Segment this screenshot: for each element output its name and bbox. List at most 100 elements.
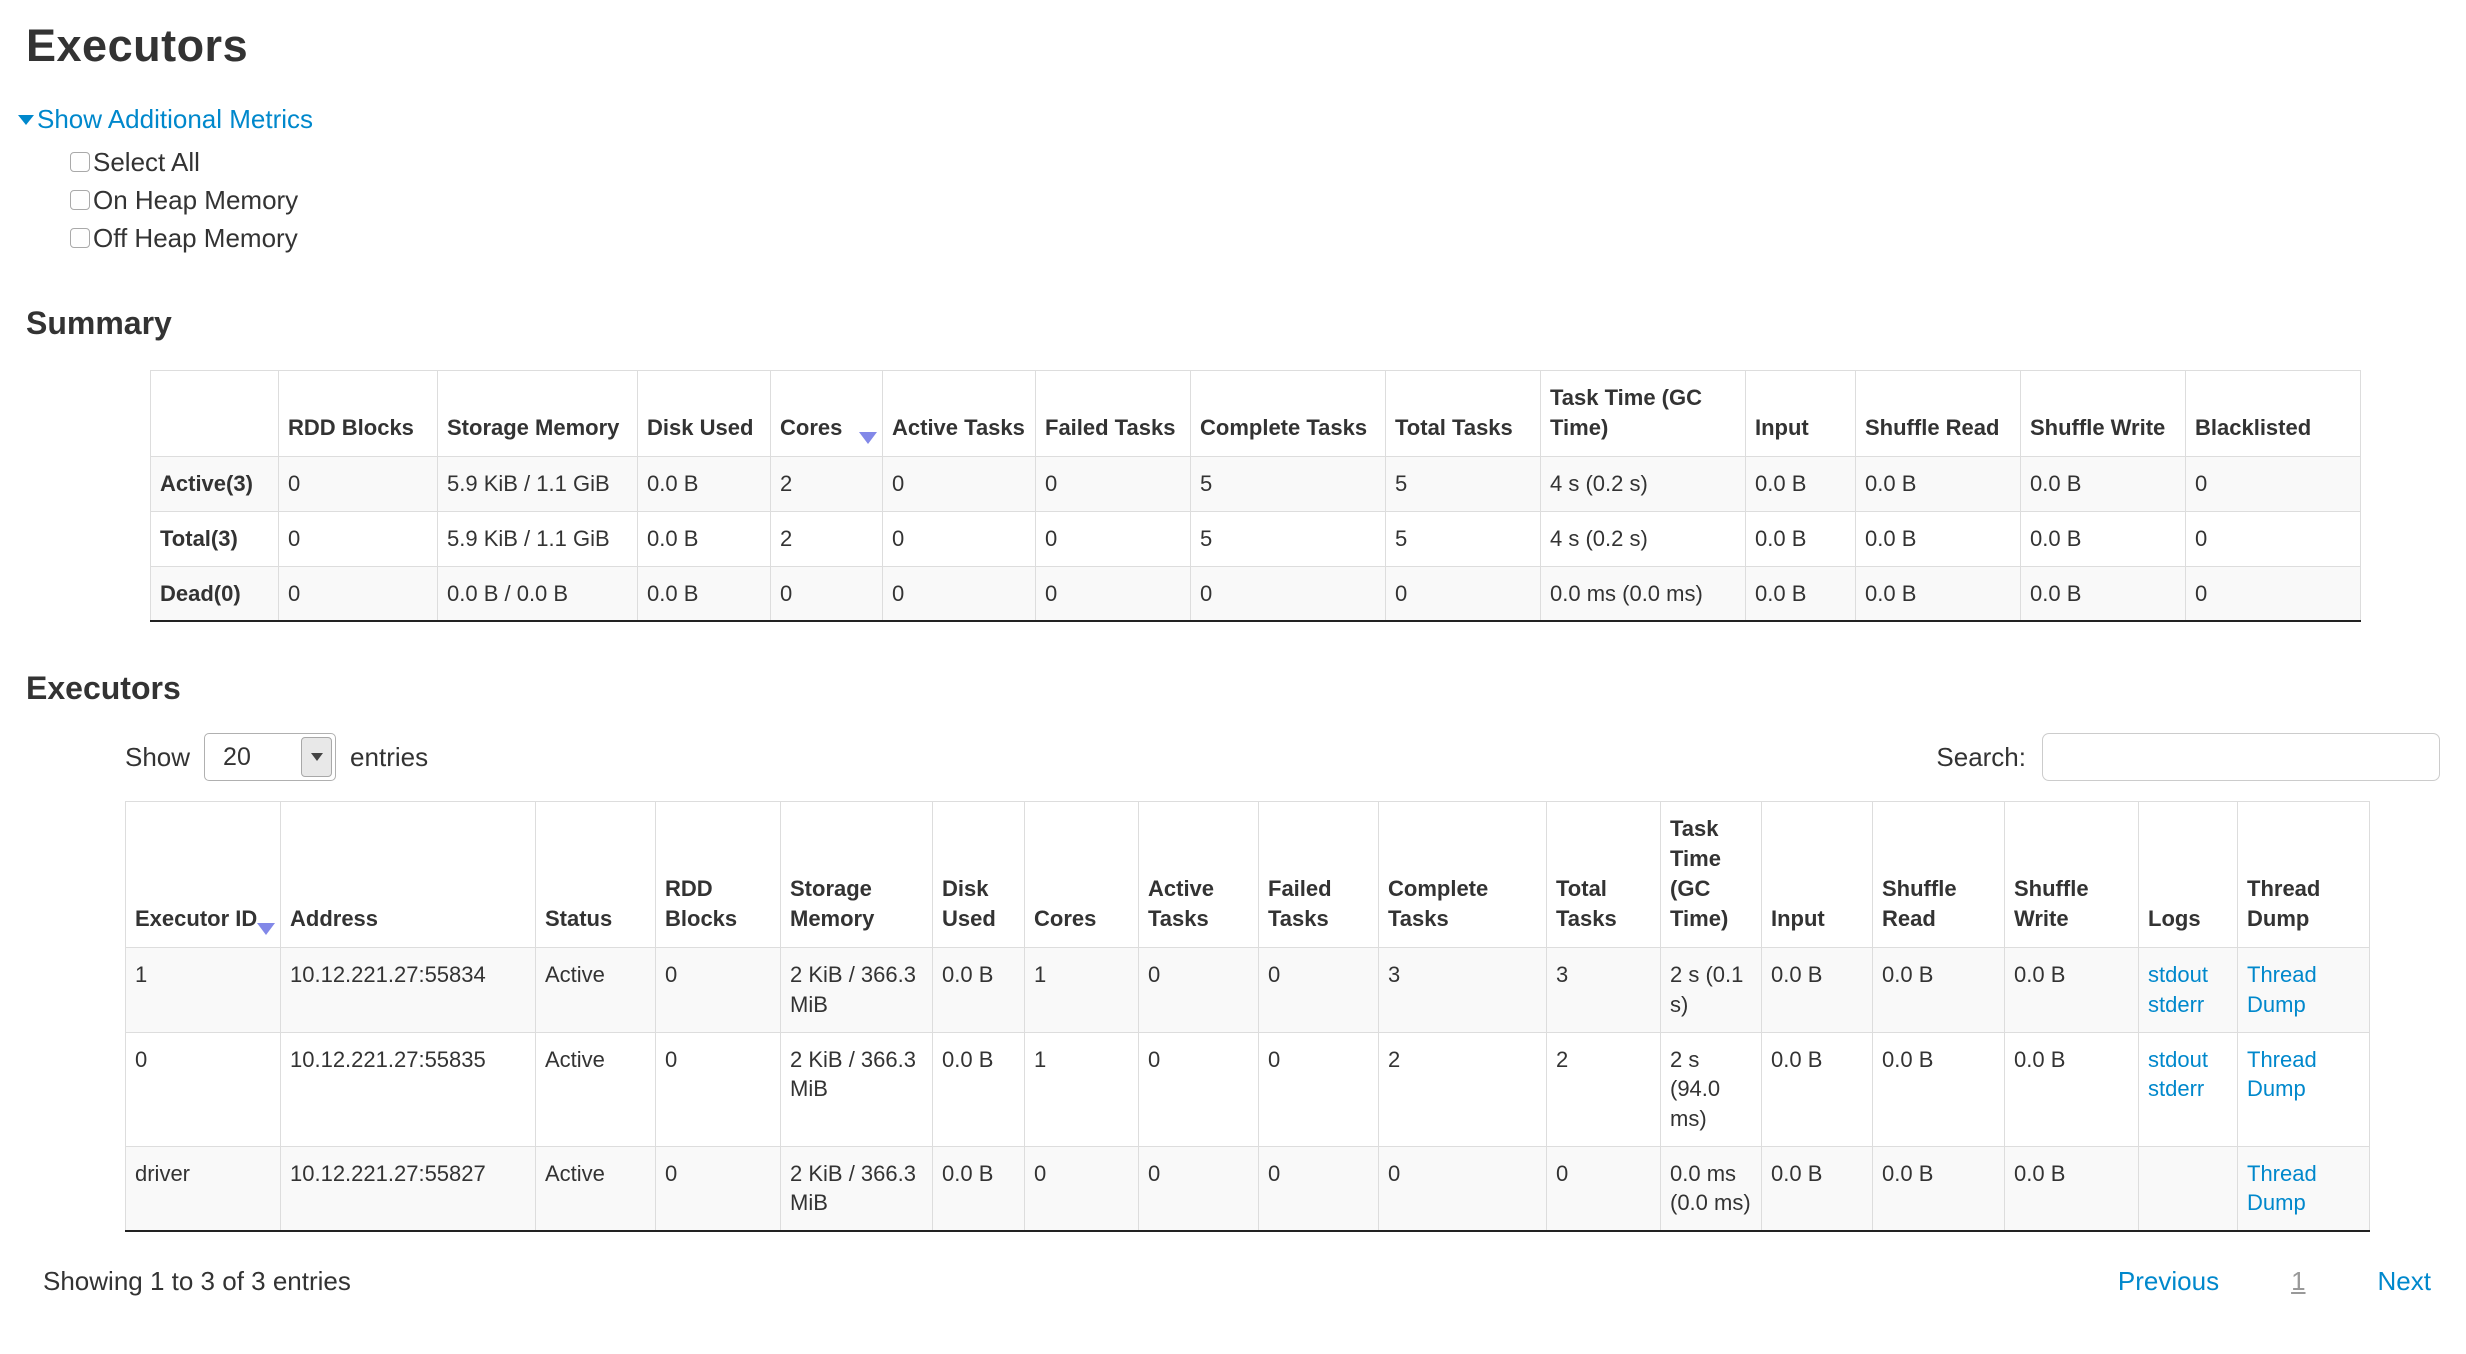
summary-col-total-tasks[interactable]: Total Tasks [1385,369,1541,458]
cell-complete-tasks: 2 [1378,1031,1547,1147]
summary-col-disk-used[interactable]: Disk Used [637,369,771,458]
summary-col-cores[interactable]: Cores [770,369,883,458]
entries-select[interactable]: 20 [204,733,337,782]
cell-shuffle-write: 0.0 B [2004,1145,2139,1232]
caret-down-icon [18,114,34,125]
cell: 0.0 B [1855,511,2021,567]
executors-col-disk-used[interactable]: Disk Used [932,801,1025,949]
cell: 2 [770,456,883,513]
cell-thread-dump: Thread Dump [2237,1031,2370,1147]
metric-item-on-heap-memory: On Heap Memory [70,181,2466,219]
summary-col-active-tasks[interactable]: Active Tasks [882,369,1036,458]
cell: 0 [278,456,438,513]
executors-col-executor-id[interactable]: Executor ID [125,801,281,949]
previous-page-button[interactable]: Previous [2117,1266,2220,1296]
summary-col-complete-tasks[interactable]: Complete Tasks [1190,369,1386,458]
chevron-down-icon [301,737,333,778]
executors-col-status[interactable]: Status [535,801,656,949]
cell-shuffle-read: 0.0 B [1872,947,2005,1033]
executors-heading: Executors [26,670,181,707]
stderr-link[interactable]: stderr [2148,1076,2205,1102]
off-heap-memory-checkbox[interactable] [70,228,90,248]
cell: 0 [1190,565,1386,622]
executors-col-thread-dump[interactable]: Thread Dump [2237,801,2370,949]
executors-col-active-tasks[interactable]: Active Tasks [1138,801,1259,949]
thread-dump-link[interactable]: Thread Dump [2247,1160,2317,1216]
stdout-link[interactable]: stdout [2148,1046,2208,1072]
cell-executor-id: 0 [125,1031,281,1147]
summary-col-task-time[interactable]: Task Time (GC Time) [1540,369,1746,458]
summary-col-failed-tasks[interactable]: Failed Tasks [1035,369,1191,458]
cell-cores: 1 [1024,1031,1139,1147]
cell-cores: 1 [1024,947,1139,1033]
summary-heading: Summary [26,305,172,341]
summary-row-label: Dead(0) [150,565,279,622]
executors-col-failed-tasks[interactable]: Failed Tasks [1258,801,1379,949]
additional-metrics-list: Select All On Heap Memory Off Heap Memor… [70,143,2466,257]
executors-col-rdd-blocks[interactable]: RDD Blocks [655,801,781,949]
entries-info: Showing 1 to 3 of 3 entries [43,1266,351,1296]
on-heap-memory-checkbox[interactable] [70,190,90,210]
summary-row-active: Active(3) 0 5.9 KiB / 1.1 GiB 0.0 B 2 0 … [150,456,2361,513]
summary-col-shuffle-write[interactable]: Shuffle Write [2020,369,2186,458]
summary-header-row: RDD Blocks Storage Memory Disk Used Core… [150,369,2361,458]
executors-col-address[interactable]: Address [280,801,536,949]
summary-col-shuffle-read[interactable]: Shuffle Read [1855,369,2021,458]
executors-col-executor-id-label: Executor ID [135,905,258,931]
checkbox-label: On Heap Memory [93,184,299,215]
cell-address: 10.12.221.27:55827 [280,1145,536,1232]
summary-col-input[interactable]: Input [1745,369,1856,458]
stderr-link[interactable]: stderr [2148,991,2205,1017]
cell: 0.0 B [2020,565,2186,622]
executors-table: Executor ID Address Status RDD Blocks St… [125,801,2370,1232]
cell: 0.0 B [1745,565,1856,622]
executors-col-complete-tasks[interactable]: Complete Tasks [1378,801,1547,949]
stdout-link[interactable]: stdout [2148,962,2208,988]
cell-thread-dump: Thread Dump [2237,947,2370,1033]
cell-status: Active [535,1145,656,1232]
executors-col-total-tasks[interactable]: Total Tasks [1546,801,1661,949]
page-number-1[interactable]: 1 [2291,1266,2306,1296]
cell-disk-used: 0.0 B [932,1145,1025,1232]
executors-col-task-time[interactable]: Task Time (GC Time) [1660,801,1762,949]
cell: 0 [1035,456,1191,513]
cell-task-time: 2 s (94.0 ms) [1660,1031,1762,1147]
thread-dump-link[interactable]: Thread Dump [2247,1046,2317,1102]
thread-dump-link[interactable]: Thread Dump [2247,962,2317,1017]
cell: 0.0 B [2020,511,2186,567]
executor-row-0: 0 10.12.221.27:55835 Active 0 2 KiB / 36… [125,1031,2370,1147]
cell: 0.0 B [637,565,771,622]
cell-task-time: 2 s (0.1 s) [1660,947,1762,1033]
cell-status: Active [535,947,656,1033]
cell: 0 [882,511,1036,567]
sort-desc-icon [257,923,275,936]
select-all-checkbox[interactable] [70,152,90,172]
summary-col-rdd-blocks[interactable]: RDD Blocks [278,369,438,458]
summary-col-storage-memory[interactable]: Storage Memory [437,369,638,458]
cell-task-time: 0.0 ms (0.0 ms) [1660,1145,1762,1232]
cell-executor-id: driver [125,1145,281,1232]
cell: 5.9 KiB / 1.1 GiB [437,456,638,513]
executors-col-input[interactable]: Input [1761,801,1873,949]
show-additional-metrics-toggle[interactable]: Show Additional Metrics [18,104,313,135]
executors-col-storage-memory[interactable]: Storage Memory [780,801,933,949]
cell: 0 [2185,456,2361,513]
next-page-button[interactable]: Next [2377,1266,2431,1296]
executors-col-shuffle-write[interactable]: Shuffle Write [2004,801,2139,949]
executors-col-shuffle-read[interactable]: Shuffle Read [1872,801,2005,949]
executors-col-logs[interactable]: Logs [2138,801,2238,949]
cell-storage-memory: 2 KiB / 366.3 MiB [780,1031,933,1147]
summary-col-blacklisted[interactable]: Blacklisted [2185,369,2361,458]
search-input[interactable] [2042,733,2440,782]
cell-failed-tasks: 0 [1258,1145,1379,1232]
cell-disk-used: 0.0 B [932,947,1025,1033]
executors-col-cores[interactable]: Cores [1024,801,1139,949]
cell-rdd-blocks: 0 [655,1031,781,1147]
cell: 5.9 KiB / 1.1 GiB [437,511,638,567]
cell-cores: 0 [1024,1145,1139,1232]
cell-address: 10.12.221.27:55834 [280,947,536,1033]
cell-shuffle-read: 0.0 B [1872,1145,2005,1232]
cell-total-tasks: 2 [1546,1031,1661,1147]
cell: 5 [1190,456,1386,513]
cell-input: 0.0 B [1761,1145,1873,1232]
